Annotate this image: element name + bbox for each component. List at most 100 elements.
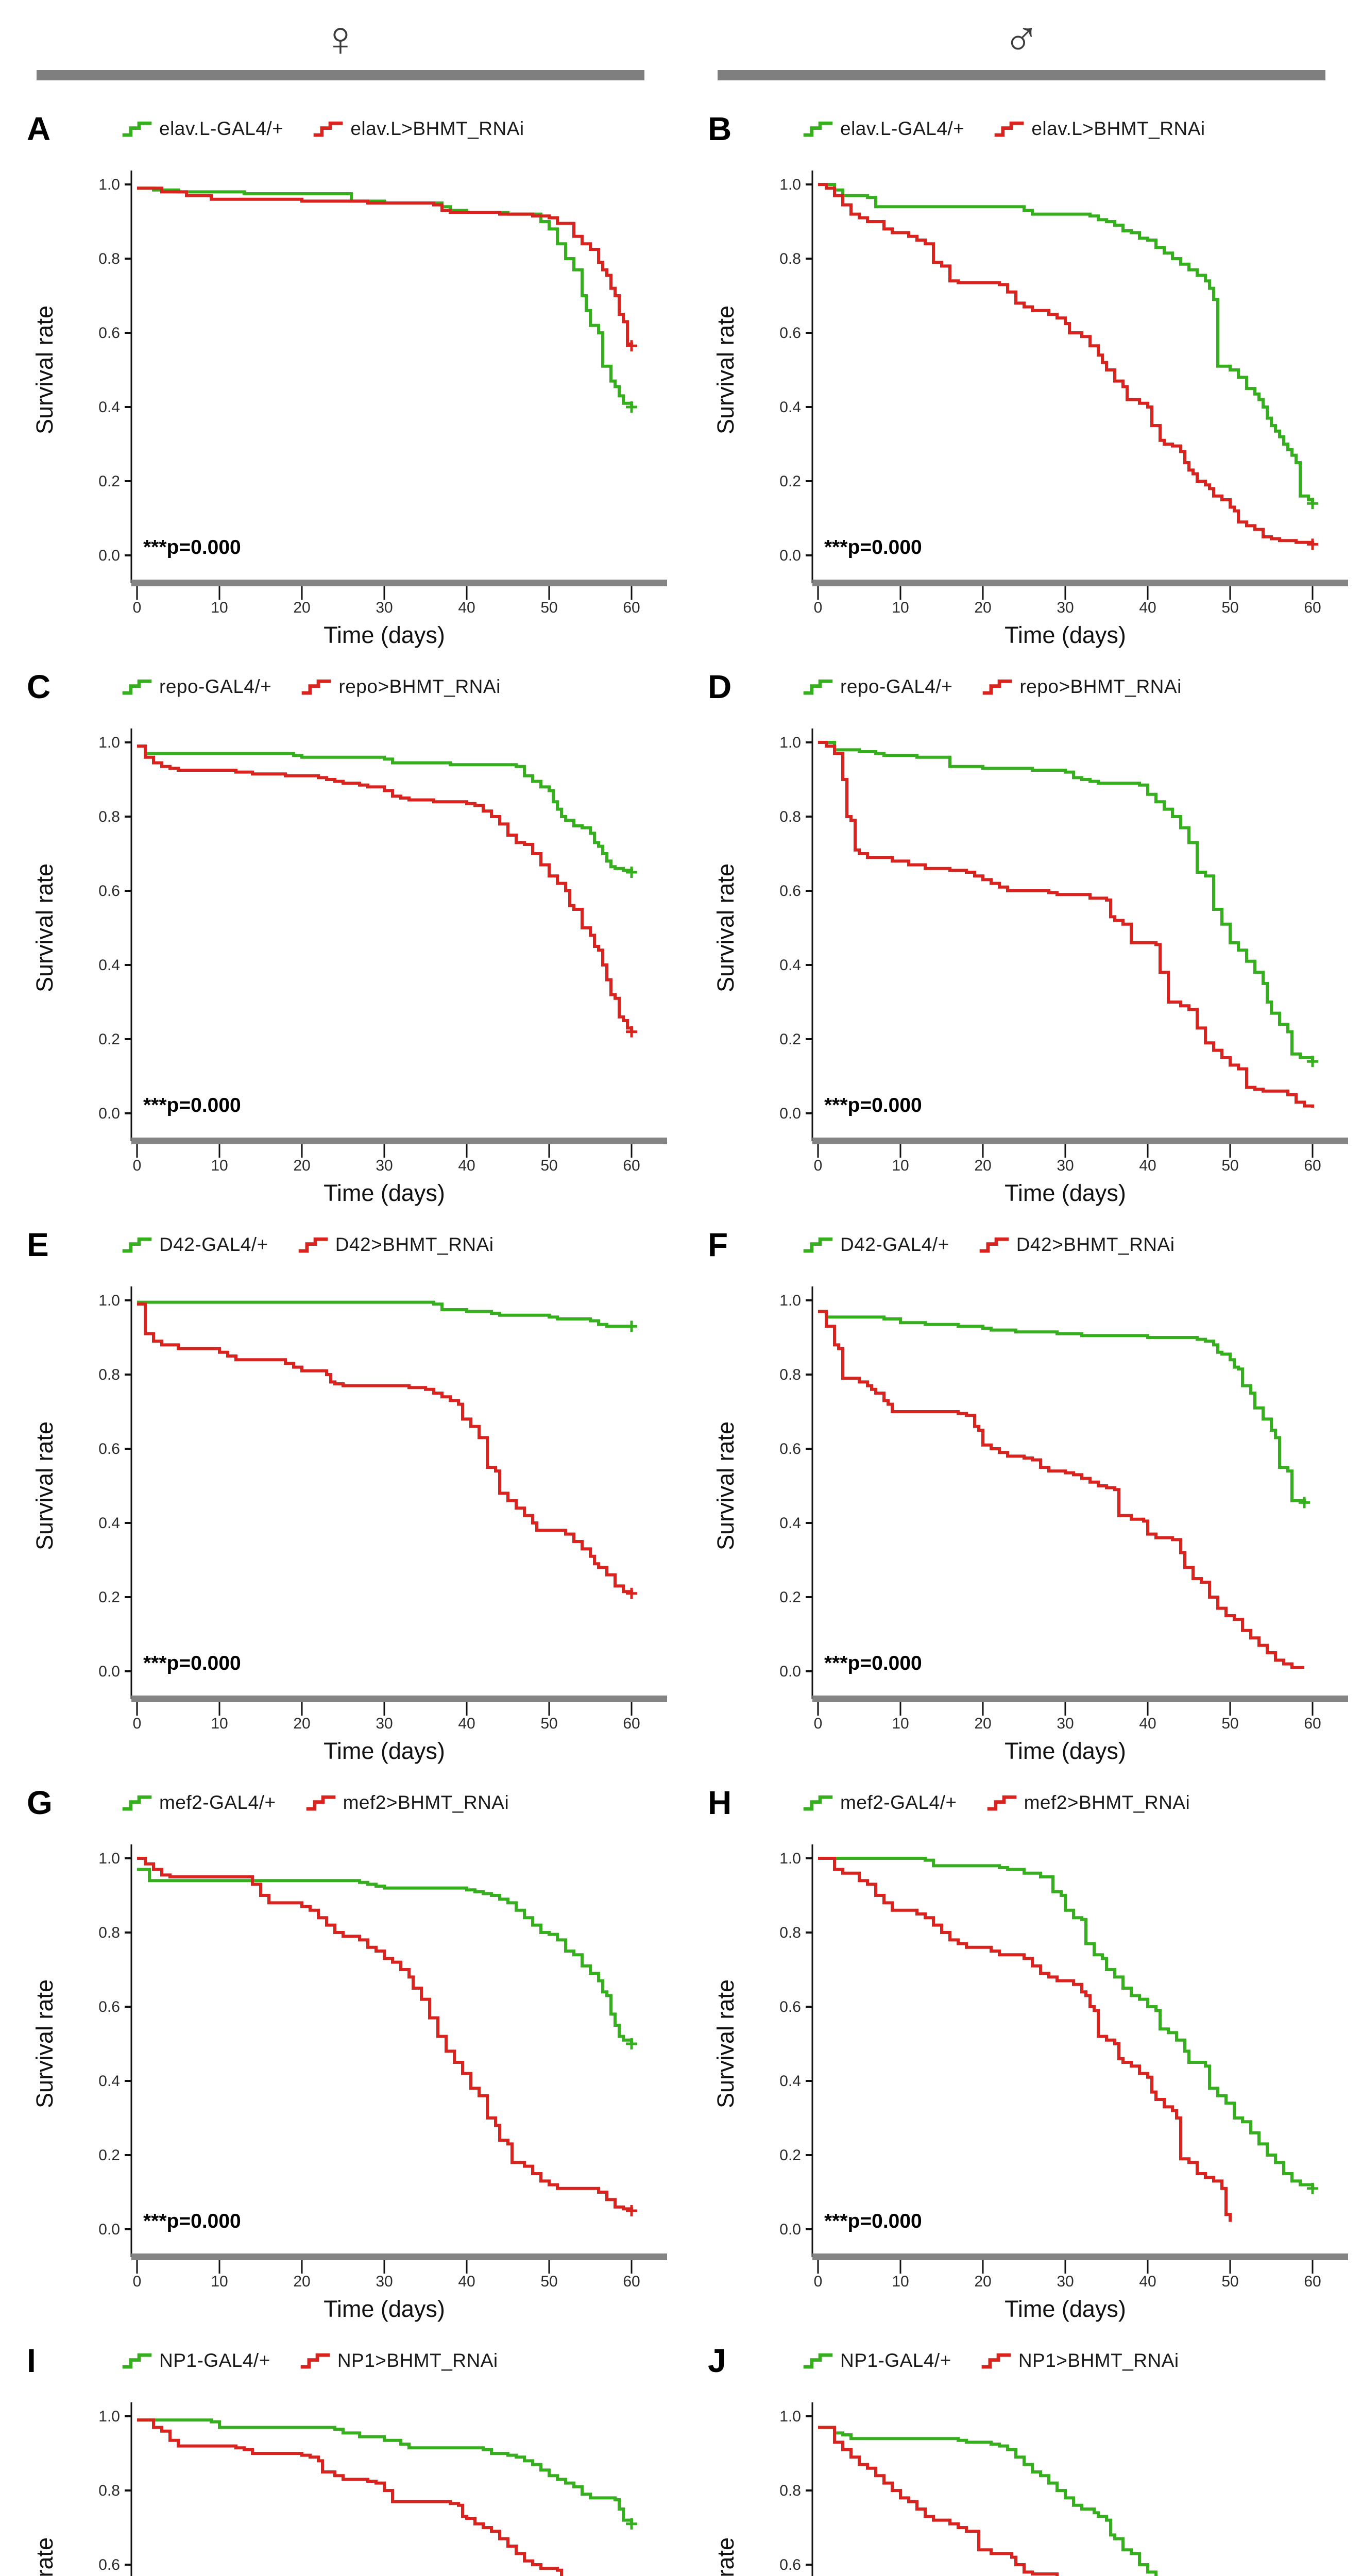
y-tick-label: 0.6	[98, 325, 120, 342]
x-tick-label: 20	[293, 1715, 310, 1732]
panel: F D42-GAL4/+ D42>BHMT_RNAi 1.0 0.8 0.6 0.4 0.…	[681, 1211, 1362, 1769]
y-tick-label: 1.0	[779, 176, 801, 193]
x-tick-label: 10	[211, 1157, 228, 1174]
x-tick-label: 40	[1139, 599, 1156, 616]
y-tick-label: 0.6	[779, 2556, 801, 2573]
legend-step-icon	[122, 679, 152, 695]
x-tick-label: 0	[133, 1715, 142, 1732]
x-tick-label: 20	[293, 1157, 310, 1174]
p-value: ***p=0.000	[824, 2210, 922, 2232]
legend-item: elav.L-GAL4/+	[121, 118, 283, 140]
legend: D42-GAL4/+ D42>BHMT_RNAi	[121, 1234, 493, 1256]
legend-step-icon	[302, 679, 331, 695]
panels-grid: A elav.L-GAL4/+ elav.L>BHMT_RNAi 1.0 0.8 0.…	[0, 95, 1362, 2576]
legend-step-icon	[803, 2353, 833, 2369]
x-tick-label: 20	[293, 599, 310, 616]
panel-head: I NP1-GAL4/+ NP1>BHMT_RNAi	[0, 2327, 681, 2388]
x-tick-label: 60	[623, 1157, 640, 1174]
panel-letter: A	[27, 110, 51, 147]
survival-curve	[818, 183, 1314, 504]
legend-item: NP1>BHMT_RNAi	[980, 2350, 1179, 2371]
x-tick-label: 10	[892, 2273, 909, 2290]
panel-head: B elav.L-GAL4/+ elav.L>BHMT_RNAi	[681, 95, 1362, 156]
y-axis-title: Survival rate	[31, 306, 58, 434]
y-tick-label: 1.0	[98, 176, 120, 193]
legend-item: NP1>BHMT_RNAi	[299, 2350, 498, 2371]
survival-curve	[818, 1310, 1306, 1503]
panel: C repo-GAL4/+ repo>BHMT_RNAi 1.0 0.8 0.6 0.4…	[0, 653, 681, 1211]
p-value: ***p=0.000	[143, 536, 241, 558]
legend-step-icon	[122, 1795, 152, 1811]
legend-step-icon	[981, 2353, 1011, 2369]
legend: elav.L-GAL4/+ elav.L>BHMT_RNAi	[802, 118, 1205, 140]
x-tick-label: 30	[1057, 1157, 1074, 1174]
x-tick-label: 40	[458, 2273, 475, 2290]
y-tick-label: 0.6	[98, 883, 120, 900]
legend-step-icon	[122, 1237, 152, 1253]
legend-step-icon	[803, 679, 833, 695]
legend-label: D42>BHMT_RNAi	[335, 1234, 494, 1255]
female-column-header: ♀	[0, 0, 681, 95]
panel-letter: D	[708, 668, 732, 705]
legend-label: NP1>BHMT_RNAi	[1018, 2350, 1179, 2371]
x-tick-label: 40	[1139, 2273, 1156, 2290]
y-tick-label: 0.2	[98, 2147, 120, 2164]
male-column-header: ♂	[681, 0, 1362, 95]
y-tick-label: 0.4	[779, 1515, 801, 1532]
panel-head: A elav.L-GAL4/+ elav.L>BHMT_RNAi	[0, 95, 681, 156]
x-axis-bar	[812, 2253, 1348, 2260]
legend-step-icon	[803, 1237, 833, 1253]
male-header-bar	[718, 70, 1325, 80]
y-tick-label: 1.0	[98, 1850, 120, 1867]
x-tick-label: 0	[133, 2273, 142, 2290]
x-tick-label: 20	[293, 2273, 310, 2290]
legend-label: repo>BHMT_RNAi	[1019, 676, 1182, 697]
y-tick-label: 0.2	[98, 1031, 120, 1048]
panel-head: D repo-GAL4/+ repo>BHMT_RNAi	[681, 653, 1362, 714]
legend-label: repo>BHMT_RNAi	[338, 676, 501, 697]
legend-item: elav.L-GAL4/+	[802, 118, 964, 140]
x-tick-label: 20	[974, 599, 991, 616]
y-tick-label: 0.4	[98, 399, 120, 416]
legend-step-icon	[298, 1237, 328, 1253]
panel-letter: E	[27, 1226, 49, 1263]
legend-item: mef2-GAL4/+	[121, 1792, 276, 1814]
y-tick-label: 0.4	[779, 399, 801, 416]
y-tick-label: 0.4	[779, 2073, 801, 2090]
survival-plot-B: 1.0 0.8 0.6 0.4 0.2 0.0 0 10 20 30 40 50 60 Time (day…	[712, 171, 1348, 648]
x-tick-label: 10	[892, 599, 909, 616]
x-axis-bar	[812, 1696, 1348, 1702]
x-axis-title: Time (days)	[1005, 622, 1126, 648]
y-tick-label: 0.8	[779, 1366, 801, 1383]
y-tick-label: 0.0	[779, 547, 801, 564]
legend-item: elav.L>BHMT_RNAi	[312, 118, 524, 140]
y-tick-label: 0.6	[779, 1998, 801, 2015]
panel-head: H mef2-GAL4/+ mef2>BHMT_RNAi	[681, 1769, 1362, 1830]
y-tick-label: 0.0	[779, 1105, 801, 1122]
legend-label: mef2-GAL4/+	[159, 1792, 276, 1813]
legend-label: mef2>BHMT_RNAi	[1024, 1792, 1190, 1813]
sex-header: ♀ ♂	[0, 0, 1362, 95]
panel-head: E D42-GAL4/+ D42>BHMT_RNAi	[0, 1211, 681, 1272]
y-tick-label: 0.0	[779, 2221, 801, 2238]
x-axis-title: Time (days)	[1005, 1180, 1126, 1206]
panel-letter: H	[708, 1784, 732, 1821]
legend: mef2-GAL4/+ mef2>BHMT_RNAi	[121, 1792, 509, 1814]
x-tick-label: 20	[974, 2273, 991, 2290]
legend-item: repo-GAL4/+	[802, 676, 952, 698]
survival-curve	[137, 2418, 633, 2524]
p-value: ***p=0.000	[824, 1094, 922, 1116]
y-axis-title: Survival rate	[712, 1979, 739, 2108]
x-tick-label: 60	[1304, 1157, 1321, 1174]
x-tick-label: 20	[974, 1157, 991, 1174]
x-tick-label: 10	[211, 2273, 228, 2290]
x-tick-label: 0	[133, 599, 142, 616]
legend-step-icon	[314, 121, 343, 137]
y-tick-label: 0.6	[98, 2556, 120, 2573]
survival-plot-A: 1.0 0.8 0.6 0.4 0.2 0.0 0 10 20 30 40 50 60 Time (day…	[31, 171, 667, 648]
survival-plot-G: 1.0 0.8 0.6 0.4 0.2 0.0 0 10 20 30 40 50 60 Time (day…	[31, 1844, 667, 2322]
survival-curve	[137, 744, 633, 1032]
survival-curve	[818, 183, 1314, 545]
y-tick-label: 0.2	[779, 2147, 801, 2164]
x-tick-label: 0	[814, 1715, 823, 1732]
